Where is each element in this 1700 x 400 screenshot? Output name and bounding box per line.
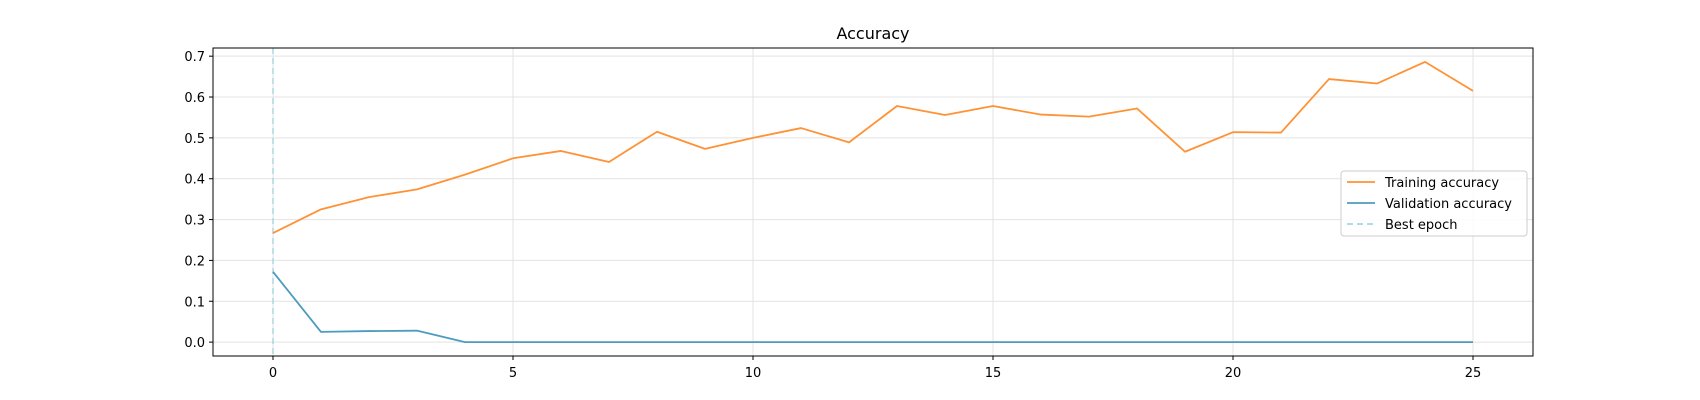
plot-area — [272, 48, 1474, 356]
y-tick-label: 0.2 — [184, 254, 205, 269]
chart-title: Accuracy — [836, 24, 909, 43]
y-tick-label: 0.1 — [184, 295, 205, 310]
x-tick-label: 20 — [1225, 366, 1242, 381]
legend-label: Best epoch — [1385, 218, 1458, 233]
axis-ticks: 0 5 10 15 20 25 0.0 0.1 0.2 0.3 0.4 0.5 0.6 0.7 — [184, 50, 1481, 381]
x-tick-label: 10 — [745, 366, 762, 381]
y-tick-label: 0.0 — [184, 336, 205, 351]
series-line-validation-accuracy — [272, 271, 1473, 344]
y-tick-label: 0.4 — [184, 173, 205, 188]
y-tick-label: 0.6 — [184, 91, 205, 106]
series-line-training-accuracy — [272, 60, 1474, 234]
y-tick-label: 0.5 — [184, 132, 205, 147]
legend-label: Training accuracy — [1384, 176, 1499, 191]
x-tick-label: 5 — [509, 366, 517, 381]
plot-frame — [212, 47, 1534, 357]
x-tick-label: 15 — [985, 366, 1002, 381]
legend-box — [1340, 170, 1528, 237]
y-tick-label: 0.7 — [184, 50, 205, 65]
grid — [213, 48, 1533, 356]
legend: Training accuracy Validation accuracy Best… — [1340, 170, 1528, 237]
legend-label: Validation accuracy — [1385, 197, 1512, 212]
y-tick-label: 0.3 — [184, 214, 205, 229]
x-tick-label: 25 — [1465, 366, 1482, 381]
x-tick-label: 0 — [269, 366, 277, 381]
